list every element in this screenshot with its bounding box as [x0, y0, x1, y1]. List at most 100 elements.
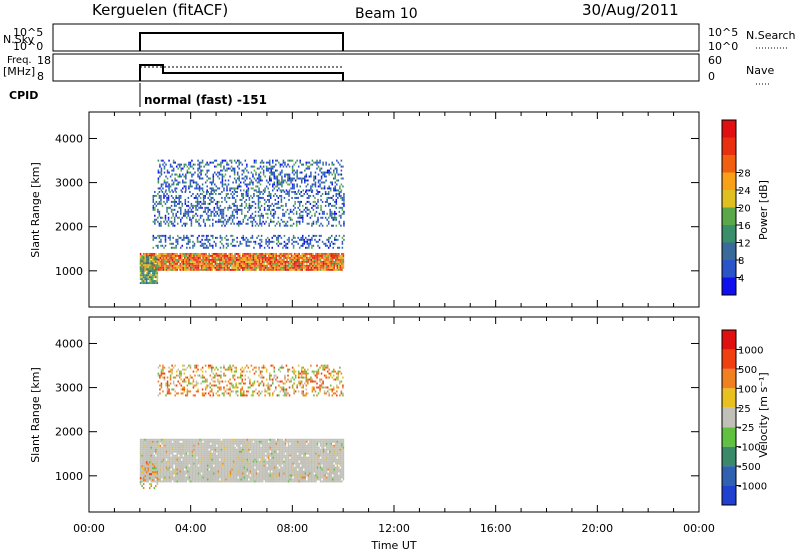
data-cell	[165, 448, 168, 451]
data-cell	[155, 256, 157, 259]
data-cell	[217, 252, 220, 255]
data-cell	[253, 218, 255, 221]
data-cell	[150, 462, 153, 465]
data-cell	[340, 159, 343, 162]
data-cell	[171, 442, 174, 445]
data-cell	[179, 476, 182, 479]
data-cell	[173, 208, 176, 211]
data-cell	[181, 442, 183, 445]
data-cell	[255, 474, 258, 477]
data-cell	[296, 266, 299, 269]
data-cell	[209, 478, 212, 481]
data-cell	[333, 256, 336, 259]
data-cell	[193, 460, 195, 463]
data-cell	[254, 464, 256, 467]
data-cell	[187, 476, 189, 479]
data-cell	[296, 177, 298, 180]
data-cell	[185, 438, 188, 441]
data-cell	[234, 208, 237, 211]
data-cell	[187, 260, 189, 263]
data-cell	[291, 169, 294, 172]
data-cell	[275, 252, 278, 255]
data-cell	[245, 474, 247, 477]
data-cell	[257, 474, 259, 477]
data-cell	[206, 185, 208, 188]
data-cell	[223, 258, 226, 261]
data-cell	[190, 252, 192, 255]
data-cell	[257, 460, 259, 463]
data-cell	[193, 268, 195, 271]
data-cell	[152, 440, 154, 443]
data-cell	[200, 456, 203, 459]
data-cell	[168, 468, 171, 471]
data-cell	[338, 220, 341, 223]
data-cell	[179, 470, 182, 473]
data-cell	[172, 167, 175, 170]
data-cell	[311, 159, 314, 162]
data-cell	[178, 181, 181, 184]
data-cell	[184, 262, 186, 265]
data-cell	[172, 196, 174, 199]
data-cell	[164, 476, 166, 479]
data-cell	[191, 452, 194, 455]
data-cell	[195, 208, 197, 211]
data-cell	[254, 480, 256, 483]
data-cell	[258, 444, 261, 447]
data-cell	[206, 438, 209, 441]
data-cell	[179, 268, 182, 271]
data-cell	[144, 450, 146, 453]
data-cell	[188, 476, 191, 479]
data-cell	[206, 260, 209, 263]
data-cell	[310, 266, 313, 269]
data-cell	[153, 258, 156, 261]
data-cell	[139, 440, 142, 443]
data-cell	[202, 458, 204, 461]
data-cell	[144, 280, 146, 283]
data-cell	[301, 260, 304, 263]
data-cell	[176, 262, 178, 265]
data-cell	[181, 454, 183, 457]
data-cell	[236, 165, 239, 168]
data-cell	[242, 256, 244, 259]
data-cell	[305, 246, 307, 249]
data-cell	[174, 450, 177, 453]
data-cell	[321, 216, 324, 219]
data-cell	[238, 468, 241, 471]
data-cell	[187, 466, 189, 469]
data-cell	[259, 165, 262, 168]
data-cell	[286, 220, 289, 223]
data-cell	[240, 458, 243, 461]
data-cell	[321, 210, 324, 213]
data-cell	[170, 456, 172, 459]
data-cell	[233, 173, 236, 176]
data-cell	[328, 260, 331, 263]
data-cell	[211, 474, 214, 477]
data-cell	[175, 165, 178, 168]
data-cell	[153, 462, 156, 465]
data-cell	[203, 444, 206, 447]
data-cell	[167, 470, 169, 473]
data-cell	[199, 264, 201, 267]
data-cell	[216, 442, 218, 445]
data-cell	[217, 458, 220, 461]
data-cell	[317, 244, 319, 247]
data-cell	[217, 268, 220, 271]
data-cell	[258, 464, 261, 467]
data-cell	[304, 252, 307, 255]
data-cell	[243, 254, 246, 257]
data-cell	[343, 224, 345, 227]
data-cell	[155, 440, 157, 443]
data-cell	[245, 478, 247, 481]
data-cell	[216, 258, 218, 261]
data-cell	[156, 468, 159, 471]
data-cell	[310, 252, 313, 255]
data-cell	[157, 177, 160, 180]
data-cell	[209, 468, 212, 471]
data-cell	[313, 256, 316, 259]
data-cell	[164, 448, 166, 451]
data-cell	[147, 444, 149, 447]
data-cell	[156, 456, 159, 459]
data-cell	[243, 262, 246, 265]
data-cell	[338, 214, 341, 217]
data-cell	[145, 466, 148, 469]
